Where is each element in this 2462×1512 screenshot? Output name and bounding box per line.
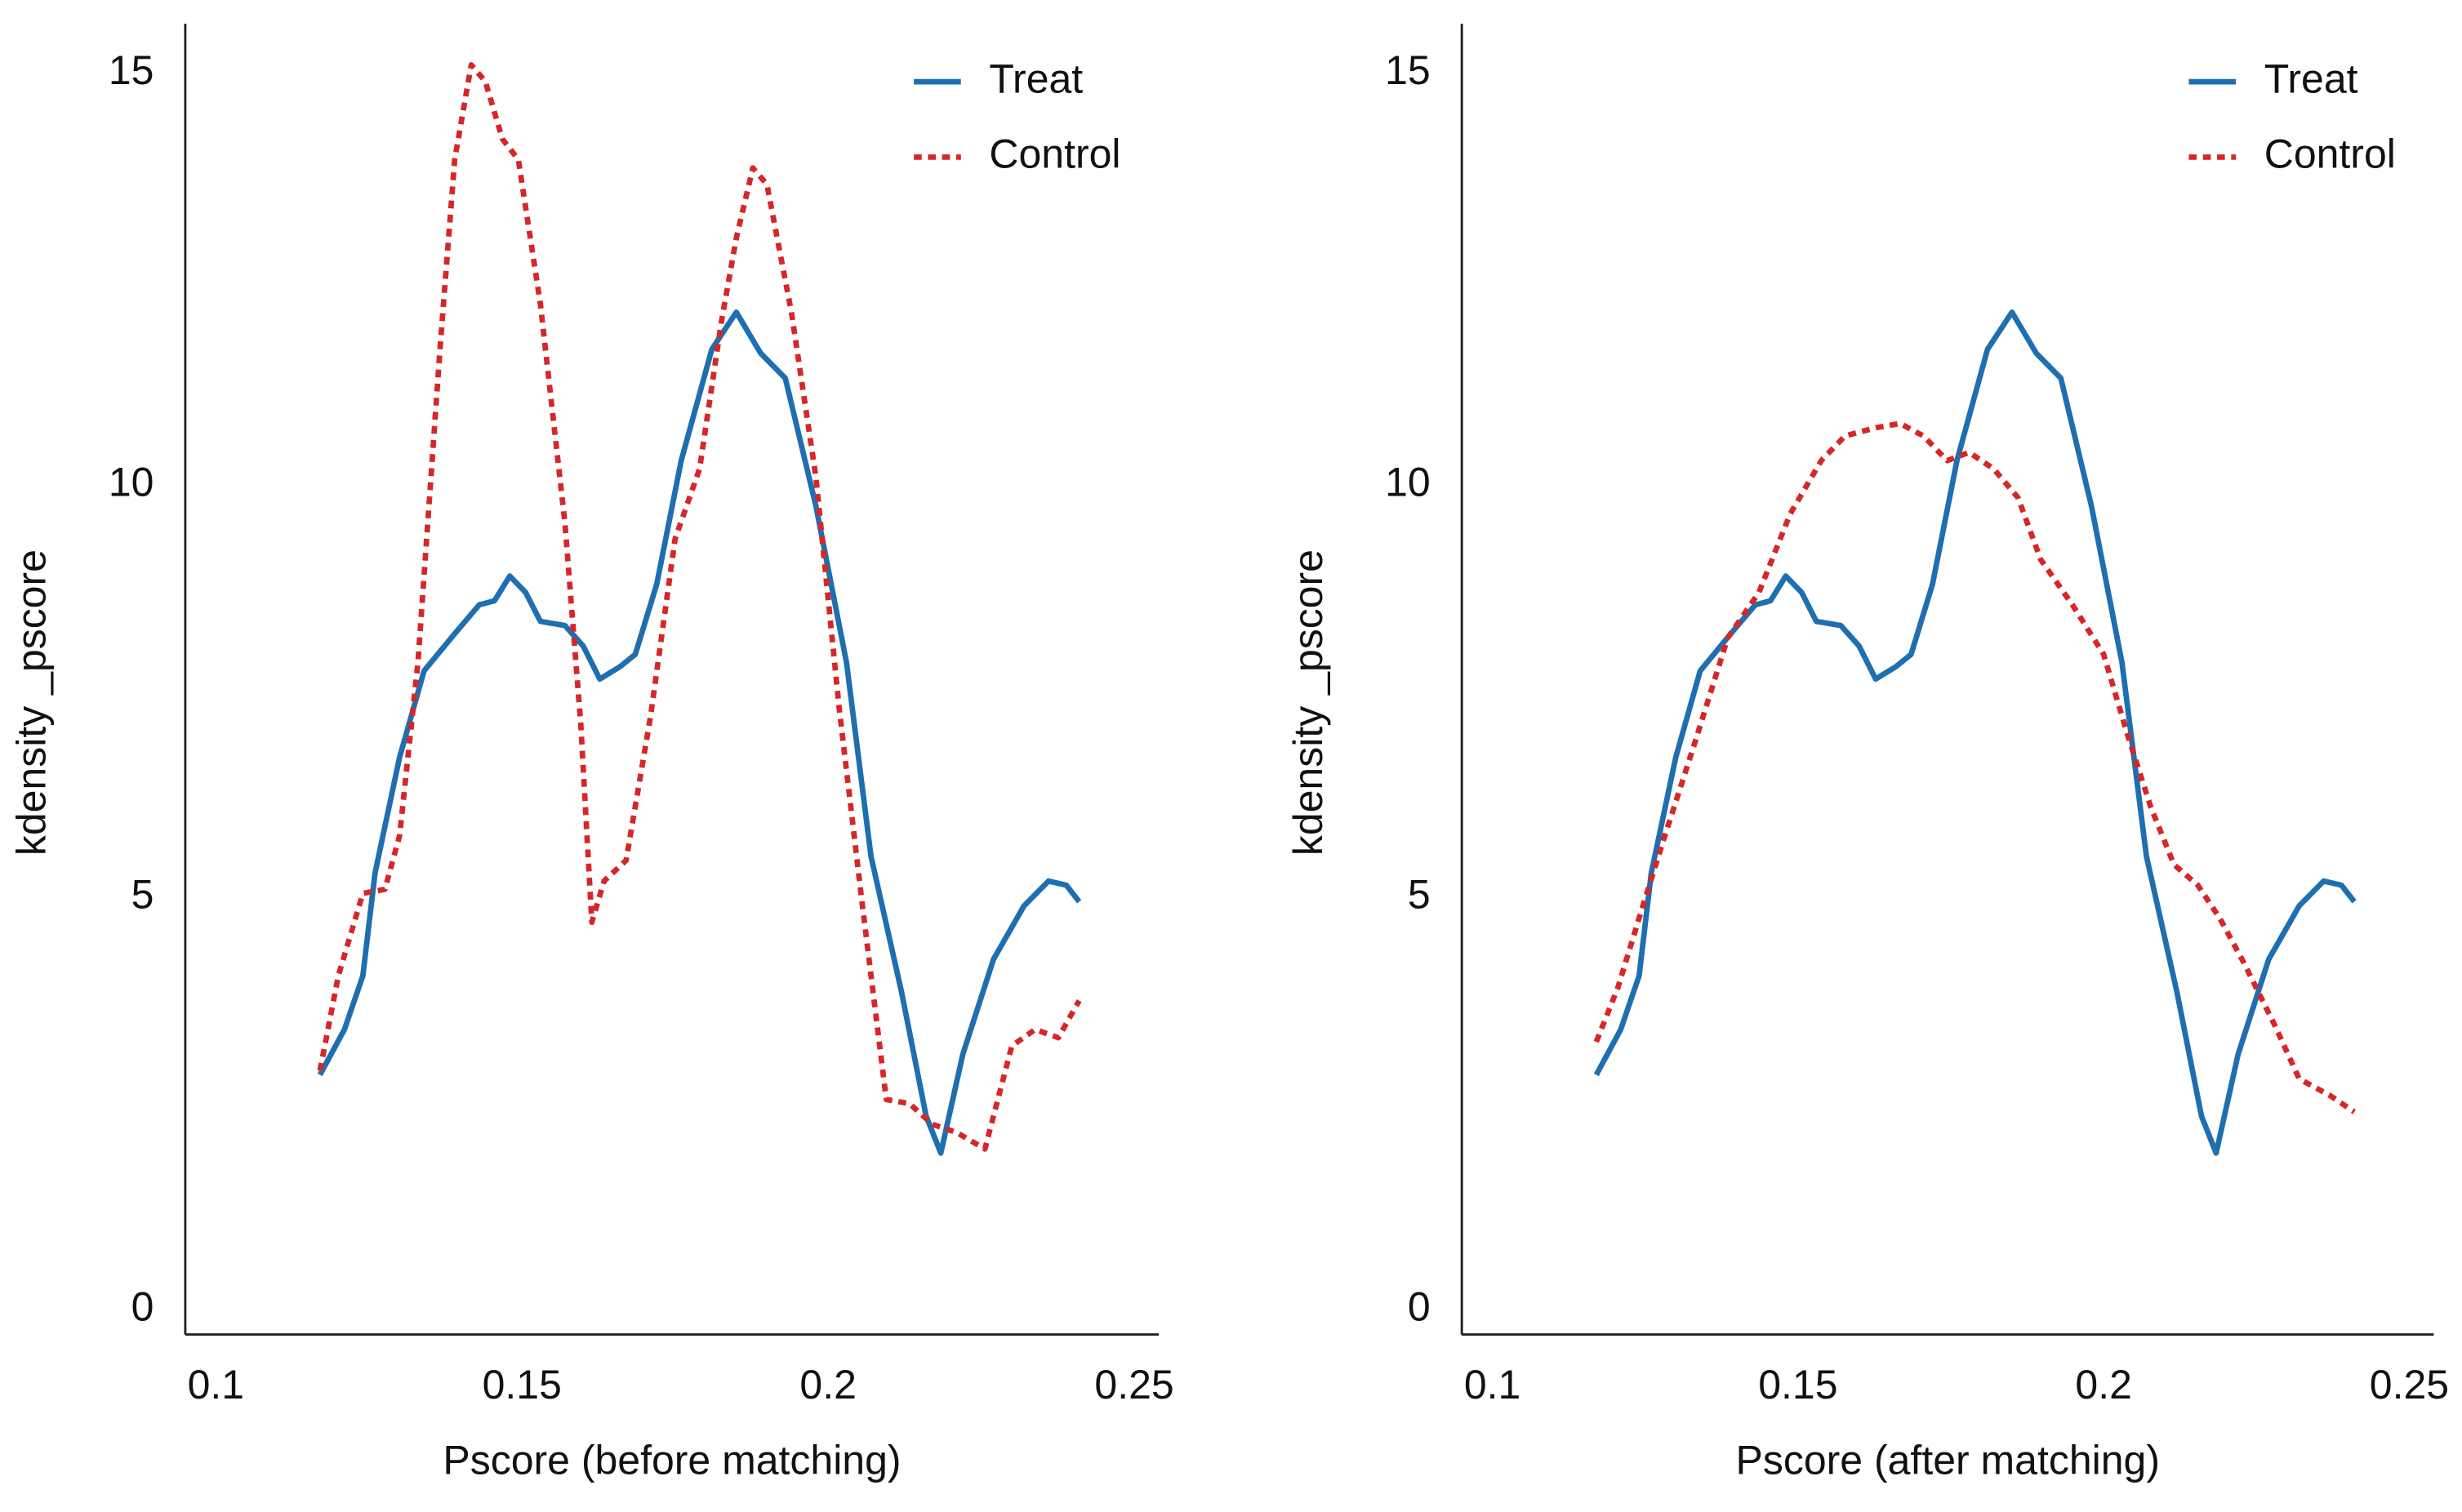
y-tick-label: 15 [109, 47, 154, 93]
y-tick-label: 10 [109, 460, 154, 505]
series-line [1593, 309, 2357, 1156]
series-line [1593, 420, 2356, 1114]
x-tick-label: 0.2 [2075, 1362, 2132, 1407]
y-tick-label: 0 [1408, 1283, 1431, 1329]
series-line [317, 62, 1082, 1152]
series-line [317, 309, 1082, 1156]
y-tick-label: 5 [131, 872, 154, 918]
legend-label: Control [2264, 131, 2396, 177]
x-axis-label: Pscore (before matching) [443, 1437, 901, 1483]
legend-label: Control [989, 131, 1120, 177]
x-tick-label: 0.2 [799, 1362, 857, 1407]
x-tick-label: 0.1 [188, 1362, 245, 1407]
y-tick-label: 10 [1385, 460, 1431, 505]
y-axis-label: kdensity _pscore [1285, 549, 1331, 856]
x-axis-label: Pscore (after matching) [1736, 1437, 2160, 1483]
x-tick-label: 0.1 [1464, 1362, 1521, 1407]
x-tick-label: 0.15 [1758, 1362, 1837, 1407]
x-tick-label: 0.15 [483, 1362, 562, 1407]
legend-label: Treat [2264, 56, 2358, 101]
y-tick-label: 0 [131, 1283, 154, 1329]
legend-label: Treat [989, 56, 1083, 101]
y-tick-label: 15 [1385, 47, 1431, 93]
y-axis-label: kdensity _pscore [9, 549, 55, 856]
y-tick-label: 5 [1408, 872, 1431, 918]
x-tick-label: 0.25 [1094, 1362, 1173, 1407]
x-tick-label: 0.25 [2370, 1362, 2449, 1407]
